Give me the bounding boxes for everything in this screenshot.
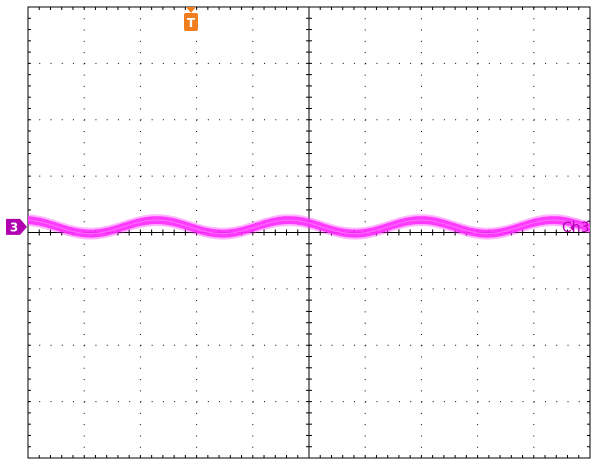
- waveform-trace: [27, 219, 591, 235]
- level-arrow-icon: [570, 223, 574, 232]
- channel-number-label: 3: [10, 220, 18, 234]
- trigger-arrow-icon: [185, 7, 196, 13]
- channel-3-waveform: [27, 214, 591, 240]
- channel-3-name-indicator: Ch3: [562, 220, 590, 236]
- trigger-position-marker[interactable]: T: [183, 7, 198, 31]
- channel-3-offset-marker[interactable]: 3: [6, 218, 27, 235]
- channel-name-label: Ch3: [562, 220, 590, 236]
- trigger-marker-label: T: [187, 16, 196, 30]
- trigger-marker-box: [183, 13, 198, 31]
- channel-marker-arrow-icon: [6, 218, 27, 235]
